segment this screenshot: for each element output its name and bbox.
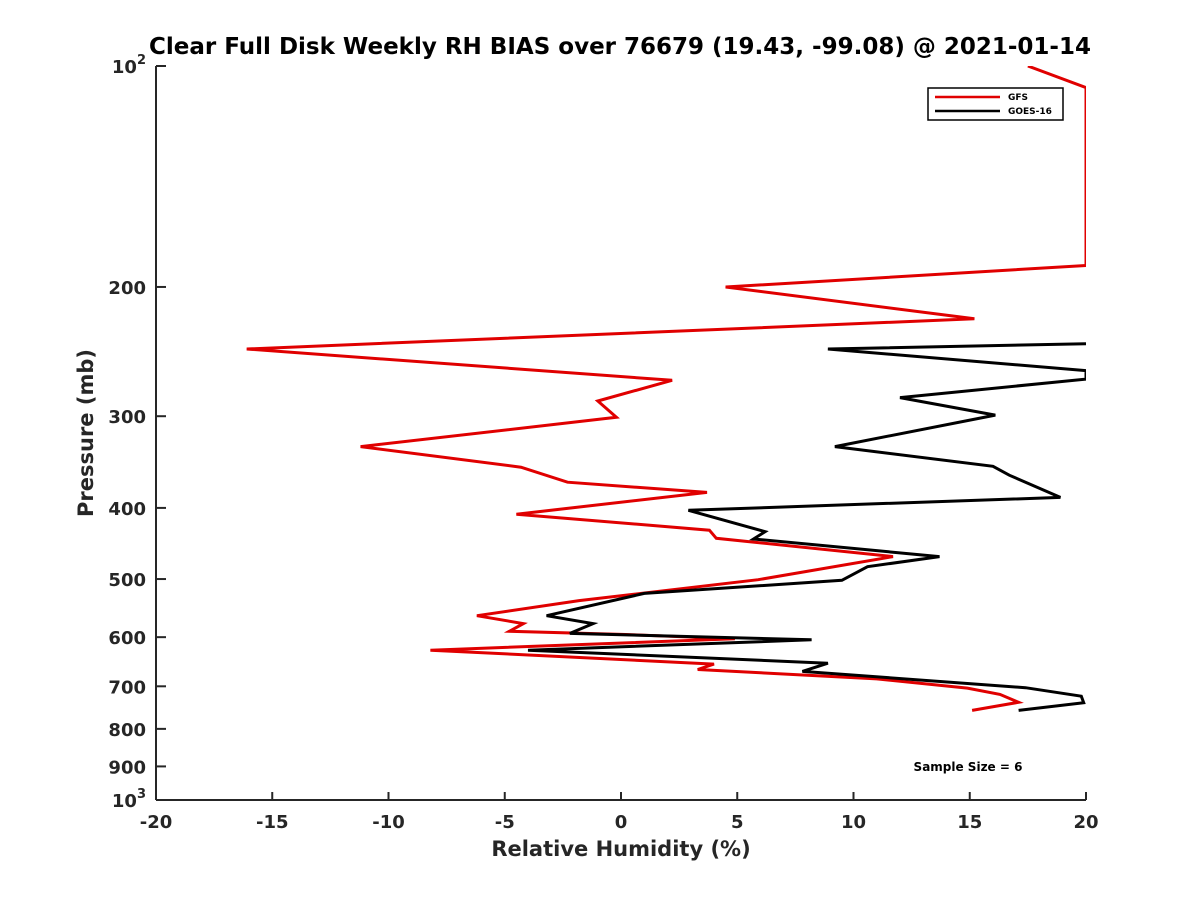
x-tick-label: -10 bbox=[372, 812, 405, 833]
legend-label-gfs: GFS bbox=[1008, 93, 1028, 103]
y-tick-label: 600 bbox=[108, 628, 146, 649]
x-tick-label: 10 bbox=[841, 812, 866, 833]
x-tick-label: 5 bbox=[731, 812, 744, 833]
y-tick-label: 400 bbox=[108, 499, 146, 520]
x-tick-label: -20 bbox=[140, 812, 173, 833]
y-tick-label: 102 bbox=[112, 53, 146, 78]
legend-label-goes16: GOES-16 bbox=[1008, 107, 1052, 117]
x-axis-label: Relative Humidity (%) bbox=[491, 837, 750, 861]
y-tick-label: 103 bbox=[112, 787, 146, 812]
legend: GFS GOES-16 bbox=[927, 87, 1064, 121]
x-tick-label: 15 bbox=[957, 812, 982, 833]
x-tick-label: 20 bbox=[1073, 812, 1098, 833]
chart-title: Clear Full Disk Weekly RH BIAS over 7667… bbox=[149, 34, 1091, 60]
plot-area bbox=[155, 66, 1086, 801]
y-tick-label: 900 bbox=[108, 757, 146, 778]
series-line-gfs bbox=[246, 66, 1086, 712]
y-axis-ticks: 102 200 300 400 500 600 700 800 900 103 bbox=[108, 53, 166, 812]
x-axis-ticks: -20 -15 -10 -5 0 5 10 15 20 bbox=[140, 792, 1099, 833]
x-tick-label: 0 bbox=[615, 812, 628, 833]
y-tick-label: 800 bbox=[108, 720, 146, 741]
series-line-goes16 bbox=[527, 342, 1086, 712]
x-tick-label: -5 bbox=[495, 812, 515, 833]
y-tick-label: 300 bbox=[108, 407, 146, 428]
y-tick-label: 500 bbox=[108, 570, 146, 591]
y-tick-label: 200 bbox=[108, 278, 146, 299]
y-axis-label: Pressure (mb) bbox=[74, 349, 98, 517]
x-tick-label: -15 bbox=[256, 812, 289, 833]
y-tick-label: 700 bbox=[108, 677, 146, 698]
sample-size-annotation: Sample Size = 6 bbox=[914, 760, 1023, 774]
legend-box bbox=[927, 87, 1064, 121]
